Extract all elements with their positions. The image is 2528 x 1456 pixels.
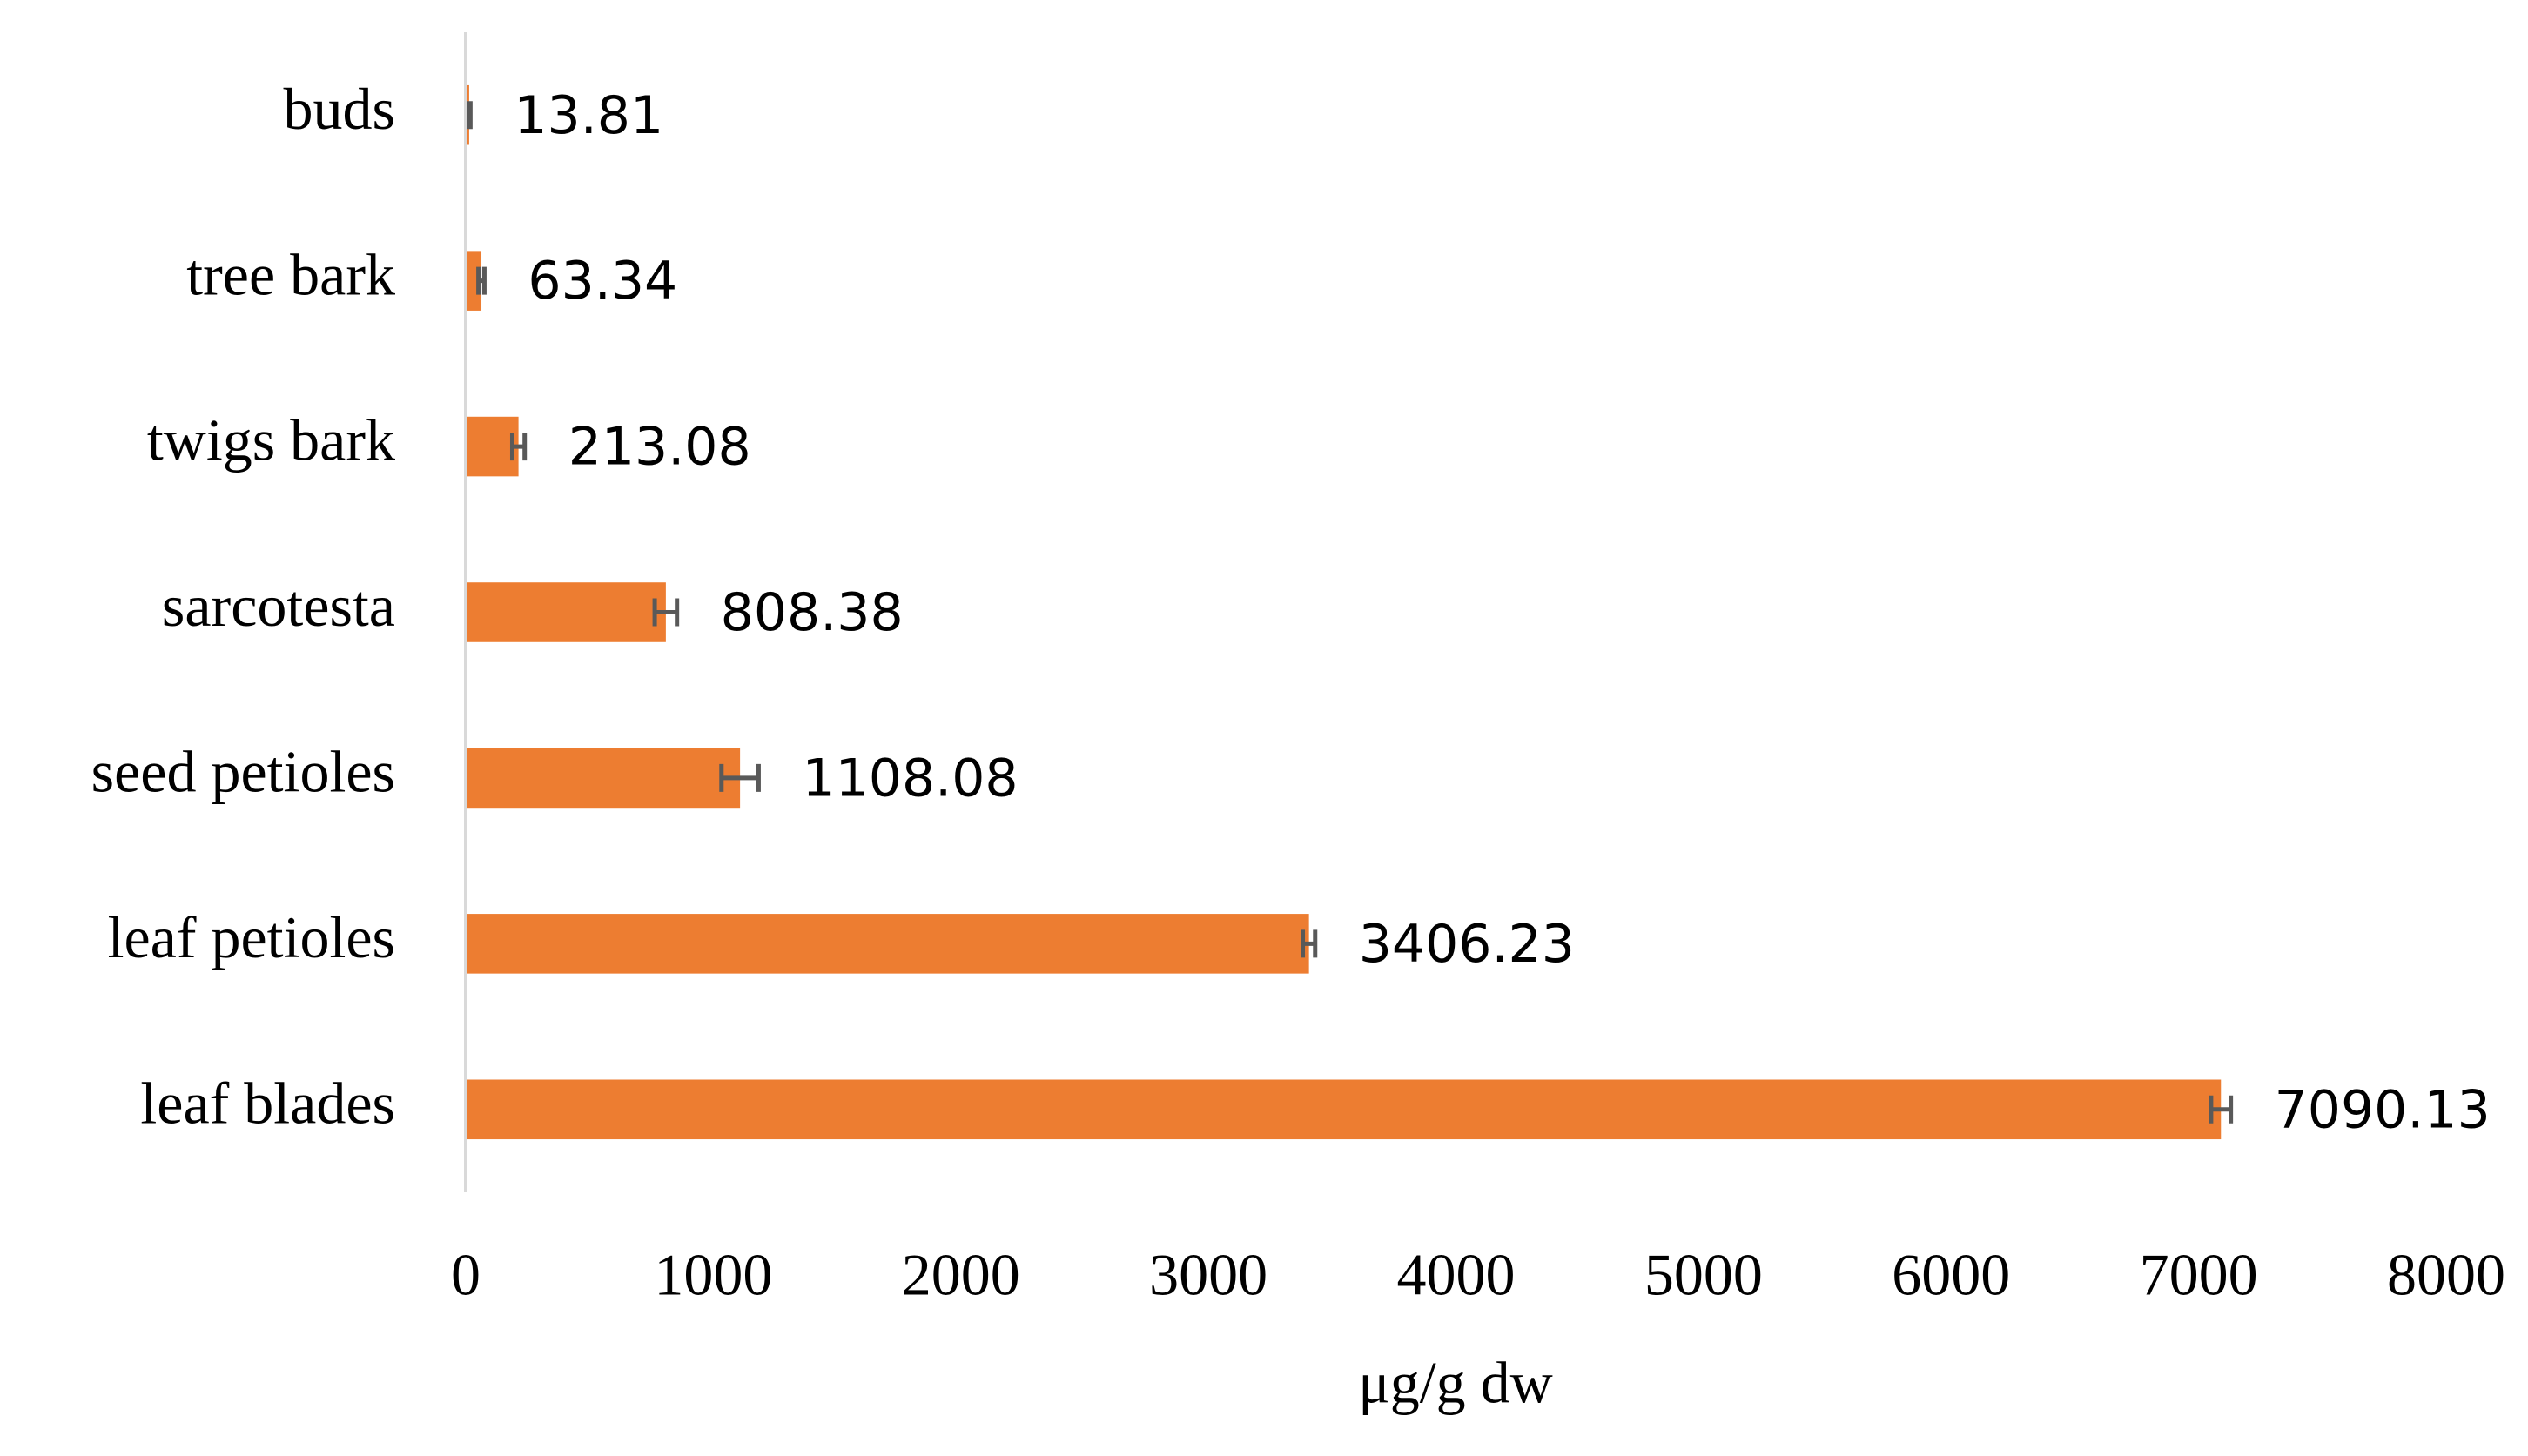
bar [466,251,482,311]
error-bar [719,763,761,792]
value-label: 1108.08 [802,748,1018,809]
value-label: 213.08 [568,417,751,478]
bar [466,1079,2222,1140]
x-tick-label: 7000 [2140,1242,2258,1308]
bar [466,582,666,642]
error-bar [652,598,680,627]
error-bar [2209,1095,2234,1124]
value-label: 13.81 [514,85,663,146]
x-tick-label: 8000 [2387,1242,2505,1308]
x-axis-label: μg/g dw [1358,1350,1552,1416]
value-label: 7090.13 [2275,1079,2491,1140]
x-tick-label: 2000 [902,1242,1020,1308]
x-tick-label: 4000 [1397,1242,1516,1308]
bar [466,416,519,477]
y-tick-label: tree bark [186,241,395,307]
bar [466,748,741,809]
error-bar [1301,929,1318,958]
error-bar [509,433,528,461]
y-tick-label: leaf blades [140,1070,395,1136]
x-tick-label: 5000 [1644,1242,1763,1308]
y-tick-label: twigs bark [147,407,395,473]
x-tick-label: 0 [451,1242,481,1308]
y-tick-label: buds [284,76,395,142]
bar [466,914,1309,974]
y-tick-label: seed petioles [91,739,395,805]
value-label: 3406.23 [1359,914,1575,975]
error-bar [466,101,473,130]
value-label: 63.34 [528,251,677,312]
y-tick-label: sarcotesta [162,573,395,639]
x-tick-label: 3000 [1149,1242,1267,1308]
x-tick-label: 1000 [654,1242,772,1308]
y-tick-label: leaf petioles [108,904,395,970]
error-bar [476,266,487,295]
value-label: 808.38 [721,582,904,643]
x-tick-label: 6000 [1892,1242,2010,1308]
